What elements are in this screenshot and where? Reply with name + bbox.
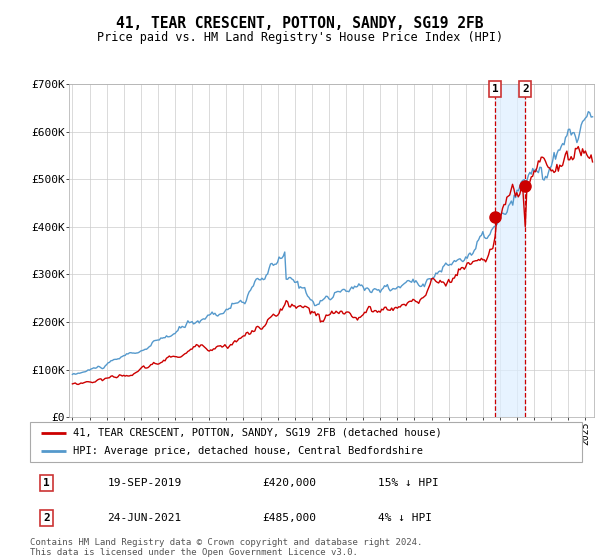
Text: 19-SEP-2019: 19-SEP-2019 bbox=[107, 478, 182, 488]
Text: 2: 2 bbox=[43, 513, 50, 523]
Text: £420,000: £420,000 bbox=[262, 478, 316, 488]
Text: 1: 1 bbox=[492, 84, 499, 94]
Text: Contains HM Land Registry data © Crown copyright and database right 2024.
This d: Contains HM Land Registry data © Crown c… bbox=[30, 538, 422, 557]
Text: £485,000: £485,000 bbox=[262, 513, 316, 523]
Text: 15% ↓ HPI: 15% ↓ HPI bbox=[378, 478, 439, 488]
Text: HPI: Average price, detached house, Central Bedfordshire: HPI: Average price, detached house, Cent… bbox=[73, 446, 423, 456]
Text: 24-JUN-2021: 24-JUN-2021 bbox=[107, 513, 182, 523]
Text: 1: 1 bbox=[43, 478, 50, 488]
Text: Price paid vs. HM Land Registry's House Price Index (HPI): Price paid vs. HM Land Registry's House … bbox=[97, 31, 503, 44]
Text: 2: 2 bbox=[522, 84, 529, 94]
Text: 41, TEAR CRESCENT, POTTON, SANDY, SG19 2FB: 41, TEAR CRESCENT, POTTON, SANDY, SG19 2… bbox=[116, 16, 484, 31]
Text: 4% ↓ HPI: 4% ↓ HPI bbox=[378, 513, 432, 523]
Text: 41, TEAR CRESCENT, POTTON, SANDY, SG19 2FB (detached house): 41, TEAR CRESCENT, POTTON, SANDY, SG19 2… bbox=[73, 428, 442, 437]
Bar bbox=[495, 84, 525, 417]
